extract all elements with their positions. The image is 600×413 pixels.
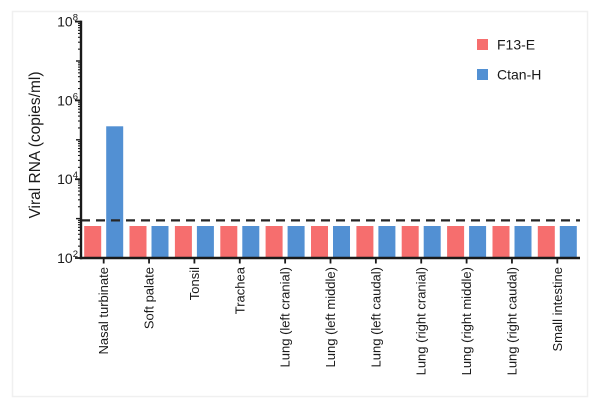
bar-ctanh-6 (378, 226, 396, 258)
category-label-4: Lung (left cranial) (278, 267, 293, 367)
y-tick-label-10e4: 104 (57, 170, 78, 187)
bar-ctanh-1 (151, 226, 169, 258)
category-label-10: Small intestine (550, 267, 565, 352)
bar-ctanh-3 (242, 226, 260, 258)
bar-f13e-1 (129, 226, 147, 258)
bar-f13e-7 (401, 226, 419, 258)
bar-f13e-6 (356, 226, 374, 258)
y-tick-label-10e6: 106 (57, 91, 78, 108)
bar-ctanh-2 (196, 226, 214, 258)
bar-ctanh-10 (559, 226, 577, 258)
category-label-3: Trachea (232, 266, 247, 314)
category-label-7: Lung (right cranial) (414, 267, 429, 375)
bar-f13e-9 (492, 226, 510, 258)
legend-swatch-f13e (477, 39, 488, 50)
y-tick-label-10e2: 102 (57, 249, 78, 266)
legend-label-ctanh: Ctan-H (497, 67, 541, 83)
category-label-5: Lung (left middle) (323, 267, 338, 367)
category-label-9: Lung (right caudal) (504, 267, 519, 375)
category-label-2: Tonsil (187, 267, 202, 300)
bar-ctanh-4 (287, 226, 305, 258)
bar-f13e-8 (447, 226, 465, 258)
category-label-0: Nasal turbinate (96, 267, 111, 354)
bar-f13e-2 (174, 226, 192, 258)
y-tick-label-10e8: 108 (57, 13, 78, 30)
bar-f13e-0 (84, 226, 102, 258)
legend-label-f13e: F13-E (497, 37, 535, 53)
bar-f13e-4 (265, 226, 283, 258)
bar-ctanh-9 (514, 226, 532, 258)
legend: F13-E Ctan-H (477, 37, 541, 83)
legend-swatch-ctanh (477, 69, 488, 80)
bar-ctanh-0 (106, 126, 124, 258)
bar-ctanh-8 (469, 226, 487, 258)
y-axis-title: Viral RNA (copies/ml) (27, 71, 44, 218)
bar-ctanh-5 (333, 226, 350, 258)
category-label-8: Lung (right middle) (459, 267, 474, 375)
category-label-1: Soft palate (142, 267, 157, 329)
bar-f13e-5 (311, 226, 328, 258)
category-label-6: Lung (left caudal) (368, 267, 383, 367)
bar-f13e-3 (220, 226, 238, 258)
figure-border (11, 10, 589, 398)
bar-f13e-10 (537, 226, 555, 258)
bar-ctanh-7 (423, 226, 441, 258)
